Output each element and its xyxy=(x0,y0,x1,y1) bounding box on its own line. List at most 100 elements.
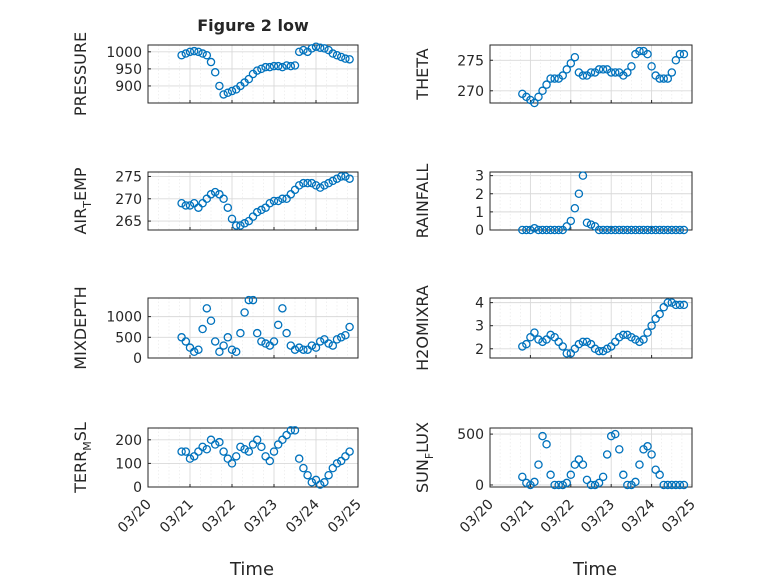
data-point xyxy=(671,480,681,490)
data-point xyxy=(315,337,325,346)
data-point xyxy=(219,341,228,350)
data-point xyxy=(655,470,664,480)
data-point xyxy=(598,472,608,482)
data-point xyxy=(679,480,689,490)
data-point xyxy=(606,68,616,77)
x-tick-label: 03/25 xyxy=(325,497,365,537)
data-point xyxy=(679,49,689,59)
data-point xyxy=(177,198,186,208)
data-point xyxy=(594,478,604,488)
data-point xyxy=(282,194,291,204)
data-point xyxy=(273,196,283,206)
data-point xyxy=(177,50,186,60)
data-point xyxy=(671,56,681,65)
data-point xyxy=(194,447,203,456)
data-point xyxy=(244,295,254,305)
x-axis-label-left: Time xyxy=(229,559,274,580)
panel-4: 0 1 2 3 RAINFALL xyxy=(413,164,693,239)
data-point xyxy=(566,59,576,68)
y-tick-label: 200 xyxy=(115,433,142,449)
data-point xyxy=(538,86,547,96)
data-point xyxy=(530,223,539,233)
data-point xyxy=(328,176,338,186)
data-point xyxy=(675,300,685,310)
data-point xyxy=(582,475,592,485)
data-point xyxy=(189,452,199,461)
data-point xyxy=(522,478,531,488)
y-tick-label: 0 xyxy=(133,351,142,367)
data-point xyxy=(643,328,652,337)
data-point xyxy=(522,339,531,349)
y-tick-label: 3 xyxy=(475,319,484,335)
data-point xyxy=(647,321,656,330)
data-point xyxy=(332,50,342,60)
data-point xyxy=(294,47,304,57)
data-point xyxy=(667,225,677,235)
data-point xyxy=(336,52,346,62)
data-point xyxy=(261,452,270,461)
data-point xyxy=(227,459,237,468)
data-point xyxy=(252,66,262,75)
data-point xyxy=(307,44,317,53)
data-point xyxy=(578,171,588,180)
data-point xyxy=(265,198,275,208)
data-point xyxy=(282,328,291,338)
data-point xyxy=(655,309,664,319)
x-tick-label: 03/24 xyxy=(619,496,659,536)
data-point xyxy=(538,225,547,235)
data-point xyxy=(659,480,668,490)
data-point xyxy=(244,74,254,84)
data-point xyxy=(619,330,628,340)
data-point xyxy=(194,47,203,57)
data-point xyxy=(550,74,559,83)
data-point xyxy=(315,480,325,489)
data-point xyxy=(345,174,354,183)
y-tick-label: 0 xyxy=(475,478,484,494)
data-point xyxy=(299,45,308,55)
y-axis-label: THETA xyxy=(413,48,432,100)
data-point xyxy=(219,194,228,204)
y-tick-label: 4 xyxy=(475,296,484,312)
data-point xyxy=(244,447,254,456)
y-tick-label: 3 xyxy=(475,169,484,185)
data-point xyxy=(546,225,555,235)
data-point xyxy=(273,440,283,449)
data-point xyxy=(181,337,191,346)
data-point xyxy=(610,429,620,439)
data-point xyxy=(328,463,338,473)
data-point xyxy=(202,194,212,204)
data-point xyxy=(278,435,287,445)
data-point xyxy=(631,477,640,487)
data-point xyxy=(598,65,608,74)
data-point xyxy=(627,62,636,71)
data-point xyxy=(341,452,350,461)
data-point xyxy=(332,459,342,468)
data-point xyxy=(307,341,317,350)
y-tick-label: 1000 xyxy=(106,310,142,326)
data-point xyxy=(269,196,279,206)
data-point xyxy=(341,330,350,340)
y-axis-label: MIXDEPTH xyxy=(71,286,90,369)
data-point xyxy=(332,335,342,344)
data-point xyxy=(578,460,588,469)
data-point xyxy=(202,304,212,313)
data-point xyxy=(198,324,207,334)
data-point xyxy=(311,181,321,190)
y-tick-label: 900 xyxy=(115,79,142,95)
data-point xyxy=(566,216,576,226)
data-point xyxy=(252,328,262,338)
data-point xyxy=(311,42,321,51)
data-point xyxy=(265,456,275,466)
data-point xyxy=(659,225,668,235)
data-point xyxy=(671,300,681,310)
data-point xyxy=(336,333,346,342)
data-point xyxy=(582,218,592,227)
data-point xyxy=(219,90,228,99)
data-point xyxy=(578,337,588,347)
data-point xyxy=(303,178,312,188)
data-point xyxy=(606,225,616,235)
data-point xyxy=(562,478,572,488)
y-tick-label: 500 xyxy=(457,427,484,443)
